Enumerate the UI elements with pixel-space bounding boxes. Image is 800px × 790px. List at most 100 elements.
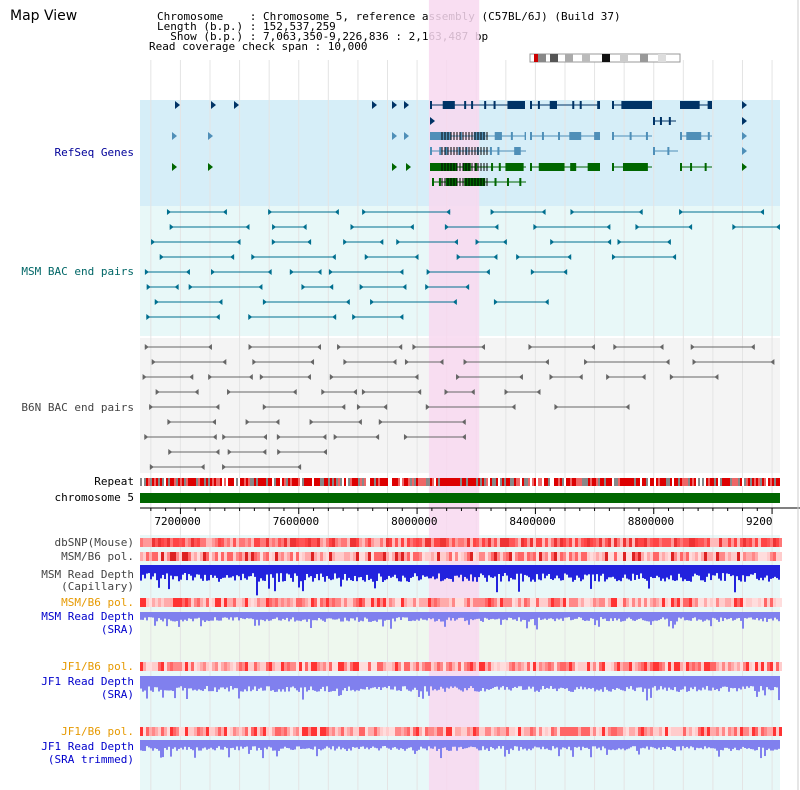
msm-b6-pol2-cell bbox=[182, 598, 185, 607]
msm-capillary-depth-bar bbox=[634, 565, 636, 580]
dbsnp-cell bbox=[218, 538, 221, 547]
repeat-cell bbox=[232, 478, 234, 486]
msm-bac-pair-end bbox=[409, 224, 414, 230]
axis-tick-label: 8000000 bbox=[391, 515, 438, 528]
msm-sra-depth-bar bbox=[206, 612, 208, 621]
repeat-cell bbox=[692, 478, 694, 486]
track-label-repeat[interactable]: Repeat bbox=[94, 475, 134, 488]
track-label-msm-depth-capillary-sub[interactable]: (Capillary) bbox=[61, 580, 134, 593]
msm-bac-pair-end bbox=[331, 254, 336, 260]
dbsnp-cell bbox=[200, 538, 203, 547]
track-label-b6n-bac[interactable]: B6N BAC end pairs bbox=[21, 401, 134, 414]
jf1-sra-depth-bar bbox=[502, 676, 504, 687]
msm-sra-depth-bar bbox=[654, 612, 656, 621]
jf1-sra-depth-bar bbox=[346, 676, 348, 691]
track-label-msm-b6-pol[interactable]: MSM/B6 pol. bbox=[61, 550, 134, 563]
msm-b6-pol2-cell bbox=[296, 598, 299, 607]
jf1-sra-depth-bar bbox=[258, 676, 260, 689]
jf1-trim-depth-bar bbox=[380, 740, 382, 749]
msm-capillary-depth-bar bbox=[302, 565, 304, 592]
jf1-b6-pol-cell bbox=[452, 662, 455, 671]
track-label-jf1-b6-pol[interactable]: JF1/B6 pol. bbox=[61, 660, 134, 673]
msm-b6-pol2-cell bbox=[569, 598, 572, 607]
jf1-sra-depth-bar bbox=[690, 676, 692, 688]
dbsnp-cell bbox=[335, 538, 338, 547]
msm-capillary-depth-bar bbox=[724, 565, 726, 581]
msm-sra-depth-bar bbox=[178, 612, 180, 627]
jf1-b6-pol2-cell bbox=[140, 727, 143, 736]
track-label-jf1-depth-trim[interactable]: JF1 Read Depth bbox=[41, 740, 134, 753]
dbsnp-cell bbox=[773, 538, 776, 547]
dbsnp-cell bbox=[425, 538, 428, 547]
msm-b6-pol2-cell bbox=[650, 598, 653, 607]
jf1-b6-pol-cell bbox=[641, 662, 644, 671]
msm-b6-pol-cell bbox=[197, 552, 200, 561]
gene-exon bbox=[667, 147, 670, 155]
msm-b6-pol2-cell bbox=[146, 598, 149, 607]
gene-exon bbox=[612, 132, 614, 140]
msm-capillary-depth-bar bbox=[710, 565, 712, 581]
track-label-jf1-b6-pol-trim[interactable]: JF1/B6 pol. bbox=[61, 725, 134, 738]
jf1-b6-pol2-cell bbox=[218, 727, 221, 736]
repeat-cell bbox=[432, 478, 434, 486]
jf1-trim-depth-bar bbox=[770, 740, 772, 751]
jf1-sra-depth-bar bbox=[546, 676, 548, 688]
track-label-jf1-depth-trim-sub[interactable]: (SRA trimmed) bbox=[47, 753, 134, 766]
msm-b6-pol2-cell bbox=[719, 598, 722, 607]
repeat-cell bbox=[770, 478, 772, 486]
msm-capillary-depth-bar bbox=[230, 565, 232, 578]
track-label-msm-depth-sra[interactable]: MSM Read Depth bbox=[41, 610, 134, 623]
repeat-cell bbox=[402, 478, 404, 486]
track-label-jf1-depth-sra[interactable]: JF1 Read Depth bbox=[41, 675, 134, 688]
msm-bac-pair-end bbox=[453, 239, 458, 245]
jf1-trim-depth-bar bbox=[372, 740, 374, 747]
jf1-b6-pol-cell bbox=[683, 662, 686, 671]
msm-b6-pol-cell bbox=[638, 552, 641, 561]
b6n-bac-pair-end bbox=[151, 359, 156, 365]
track-label-dbsnp[interactable]: dbSNP(Mouse) bbox=[54, 536, 134, 549]
track-label-msm-b6-pol-sra[interactable]: MSM/B6 pol. bbox=[61, 596, 134, 609]
msm-b6-pol2-cell bbox=[623, 598, 626, 607]
msm-b6-pol-cell bbox=[290, 552, 293, 561]
track-label-msm-depth-sra-sub[interactable]: (SRA) bbox=[100, 623, 134, 636]
msm-capillary-depth-bar bbox=[654, 565, 656, 578]
msm-sra-depth-bar bbox=[204, 612, 206, 622]
msm-capillary-depth-bar bbox=[714, 565, 716, 576]
jf1-trim-depth-bar bbox=[278, 740, 280, 751]
jf1-trim-depth-bar bbox=[640, 740, 642, 749]
track-label-chromosome[interactable]: chromosome 5 bbox=[54, 491, 134, 504]
msm-capillary-depth-bar bbox=[172, 565, 174, 580]
msm-capillary-depth-bar bbox=[520, 565, 522, 574]
dbsnp-cell bbox=[299, 538, 302, 547]
msm-capillary-depth-bar bbox=[694, 565, 696, 574]
repeat-cell bbox=[252, 478, 254, 486]
repeat-cell bbox=[358, 478, 360, 486]
msm-sra-depth-bar bbox=[296, 612, 298, 621]
repeat-cell bbox=[720, 478, 722, 486]
jf1-trim-depth-bar bbox=[632, 740, 634, 747]
jf1-b6-pol-cell bbox=[374, 662, 377, 671]
msm-b6-pol-cell bbox=[614, 552, 617, 561]
jf1-b6-pol-cell bbox=[497, 662, 500, 671]
jf1-b6-pol2-cell bbox=[659, 727, 662, 736]
track-label-msm-depth-capillary[interactable]: MSM Read Depth bbox=[41, 568, 134, 581]
repeat-cell bbox=[688, 478, 690, 486]
jf1-trim-depth-bar bbox=[540, 740, 542, 750]
msm-capillary-depth-bar bbox=[684, 565, 686, 580]
repeat-cell bbox=[648, 478, 650, 486]
jf1-b6-pol-cell bbox=[467, 662, 470, 671]
dbsnp-cell bbox=[731, 538, 734, 547]
jf1-b6-pol2-cell bbox=[146, 727, 149, 736]
track-label-refseq-genes[interactable]: RefSeq Genes bbox=[54, 146, 134, 159]
repeat-cell bbox=[574, 478, 576, 486]
repeat-cell bbox=[192, 478, 194, 486]
track-label-jf1-depth-sra-sub[interactable]: (SRA) bbox=[100, 688, 134, 701]
msm-b6-pol2-cell bbox=[347, 598, 350, 607]
jf1-b6-pol2-cell bbox=[503, 727, 506, 736]
msm-b6-pol2-cell bbox=[509, 598, 512, 607]
track-label-msm-bac[interactable]: MSM BAC end pairs bbox=[21, 265, 134, 278]
jf1-trim-depth-bar bbox=[280, 740, 282, 749]
jf1-sra-depth-bar bbox=[164, 676, 166, 691]
msm-capillary-depth-bar bbox=[492, 565, 494, 578]
